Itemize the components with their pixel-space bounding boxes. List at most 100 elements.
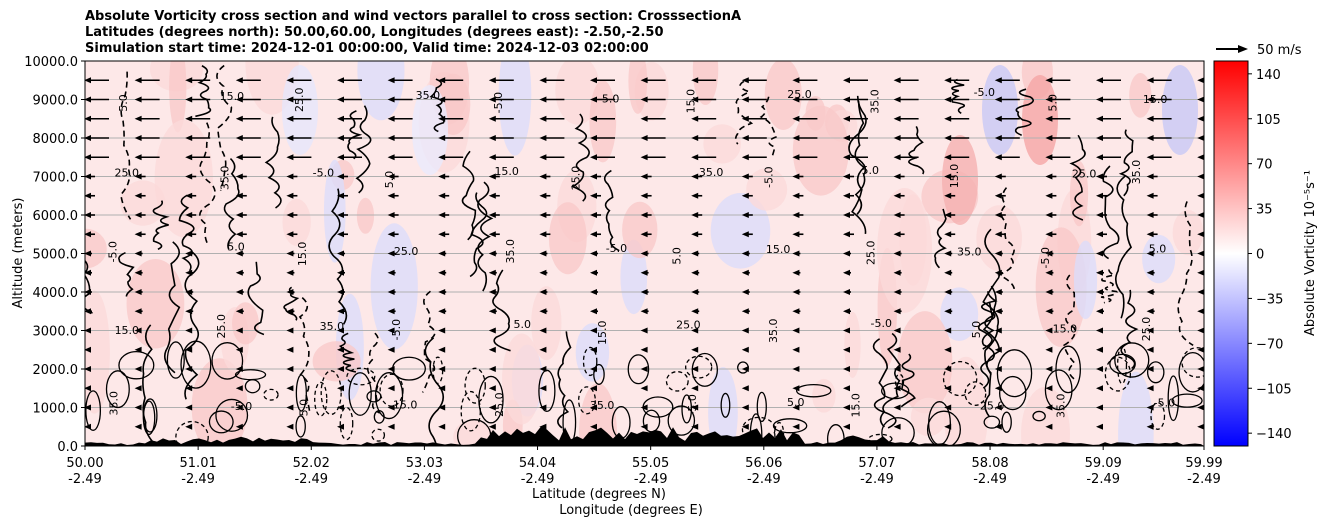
contour-label: 15.0 (685, 89, 698, 114)
contour-label: 35.0 (416, 89, 441, 102)
wind-vector-head-icon (185, 385, 193, 392)
contour-line (320, 370, 342, 416)
wind-vector-head-icon (741, 423, 749, 430)
wind-vector-head-icon (1197, 135, 1204, 141)
wind-vector-head-icon (235, 77, 243, 84)
x-tick-label-lon: -2.49 (521, 472, 555, 487)
wind-vector-head-icon (590, 385, 597, 392)
wind-vector-head-icon (843, 115, 850, 122)
wind-vector-head-icon (792, 173, 800, 180)
wind-vector-head-icon (691, 308, 699, 315)
contour-line (492, 269, 511, 352)
wind-vector-head-icon (741, 385, 749, 392)
wind-vector-head-icon (539, 192, 547, 199)
wind-vector-head-icon (1045, 115, 1053, 122)
wind-vector-head-icon (1197, 250, 1204, 257)
wind-vector-head-icon (741, 135, 749, 141)
wind-vector-head-icon (1197, 404, 1204, 411)
wind-vector-head-icon (640, 327, 648, 334)
wind-vector-head-icon (337, 269, 344, 276)
contour-label: -5.0 (390, 319, 403, 340)
contour-label: 35.0 (320, 320, 345, 333)
wind-vector-head-icon (1197, 308, 1204, 315)
wind-vector-head-icon (843, 77, 850, 84)
contour-line (1114, 175, 1133, 319)
negative-vorticity-patch (1073, 240, 1098, 320)
wind-vector-head-icon (741, 173, 749, 180)
wind-vector-head-icon (1096, 154, 1103, 161)
wind-vector-head-icon (792, 289, 800, 295)
wind-vector-head-icon (134, 77, 142, 84)
wind-vector-head-icon (539, 289, 547, 295)
wind-vector-head-icon (741, 289, 749, 295)
wind-vector-head-icon (235, 154, 243, 161)
wind-vector-head-icon (1045, 327, 1053, 334)
wind-vector-head-icon (185, 423, 193, 430)
wind-vector-head-icon (944, 423, 952, 430)
contour-line (469, 192, 488, 278)
contour-line (477, 181, 494, 292)
positive-vorticity-patch (792, 105, 849, 196)
wind-vector-head-icon (893, 154, 901, 161)
wind-vector-head-icon (1045, 366, 1053, 372)
contour-line (880, 382, 910, 400)
wind-vector-head-icon (235, 135, 243, 141)
contour-line (908, 125, 925, 175)
wind-vector-head-icon (1146, 385, 1154, 392)
wind-vector-head-icon (893, 115, 901, 122)
positive-vorticity-patch (548, 202, 587, 275)
wind-vector-head-icon (944, 154, 952, 161)
wind-vector-head-icon (843, 366, 850, 372)
wind-vector-head-icon (85, 423, 91, 430)
wind-vector-head-icon (640, 154, 648, 161)
wind-vector-head-icon (438, 289, 446, 295)
wind-vector-head-icon (691, 250, 699, 257)
wind-vector-head-icon (994, 96, 1002, 103)
wind-vector-head-icon (640, 346, 648, 353)
y-axis-label: Altitude (meters) (11, 198, 26, 309)
wind-vector-head-icon (893, 173, 901, 180)
wind-vector-head-icon (438, 404, 446, 411)
wind-vector-head-icon (944, 192, 952, 199)
wind-vector-head-icon (539, 77, 547, 84)
wind-vector-head-icon (185, 192, 193, 199)
x-tick-label-lat: 54.04 (519, 456, 556, 471)
contour-label: 35.0 (699, 166, 724, 179)
wind-vector-head-icon (539, 212, 547, 218)
wind-vector-head-icon (640, 250, 648, 257)
x-tick-label-lat: 57.07 (858, 456, 895, 471)
wind-vector-head-icon (1197, 77, 1204, 84)
wind-vector-head-icon (539, 269, 547, 276)
wind-vector-head-icon (590, 77, 597, 84)
colorbar-tick-label: 0 (1256, 248, 1264, 263)
positive-vorticity-patch (1172, 209, 1204, 256)
wind-vector-head-icon (1146, 404, 1154, 411)
x-tick-label-lon: -2.49 (634, 472, 668, 487)
wind-vector-head-icon (438, 135, 446, 141)
wind-vector-head-icon (488, 135, 496, 141)
wind-vector-head-icon (741, 404, 749, 411)
contour-line (339, 406, 354, 441)
wind-vector-head-icon (134, 212, 142, 218)
contour-line (118, 350, 155, 380)
wind-vector-head-icon (488, 96, 496, 103)
wind-vector-head-icon (387, 212, 395, 218)
contour-line (691, 352, 719, 387)
colorbar-tick-label: −70 (1256, 337, 1283, 352)
wind-vector-head-icon (85, 366, 91, 372)
contour-line (1146, 361, 1165, 384)
wind-vector-head-icon (438, 308, 446, 315)
wind-vector-head-icon (1096, 231, 1103, 238)
wind-vector-head-icon (387, 96, 395, 103)
contour-label: -5.0 (974, 86, 995, 99)
wind-vector-head-icon (741, 212, 749, 218)
wind-vector-head-icon (691, 404, 699, 411)
wind-vector-head-icon (1096, 77, 1103, 84)
wind-vector-head-icon (994, 308, 1002, 315)
contour-line (772, 418, 808, 434)
wind-vector-head-icon (893, 135, 901, 141)
wind-vector-head-icon (691, 423, 699, 430)
wind-vector-head-icon (843, 250, 850, 257)
wind-vector-head-icon (85, 192, 91, 199)
wind-vector-head-icon (539, 173, 547, 180)
